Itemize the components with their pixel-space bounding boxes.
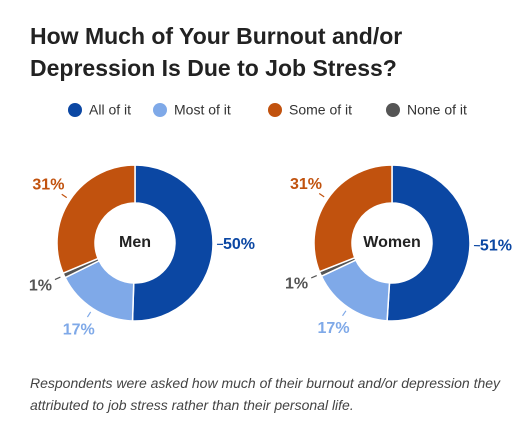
data-label: 17% xyxy=(63,322,95,339)
donut-slice xyxy=(386,164,471,322)
legend-swatch xyxy=(153,103,167,117)
data-label: 50% xyxy=(223,236,255,253)
leader-line xyxy=(86,311,92,318)
donut-slice xyxy=(313,164,393,273)
legend-swatch xyxy=(268,103,282,117)
data-label: 51% xyxy=(480,237,512,254)
donut-slice xyxy=(56,164,136,275)
footnote: Respondents were asked how much of their… xyxy=(30,375,501,413)
data-label: 31% xyxy=(32,177,64,194)
data-label: 31% xyxy=(290,176,322,193)
leader-line xyxy=(318,193,325,198)
legend-label: Some of it xyxy=(289,102,352,118)
data-label: 17% xyxy=(318,320,350,337)
chart-title: How Much of Your Burnout and/or Depressi… xyxy=(30,23,403,81)
data-label: 1% xyxy=(285,276,308,293)
leader-line xyxy=(54,276,61,281)
center-label: Women xyxy=(363,234,420,251)
leader-line xyxy=(61,193,68,199)
legend-label: Most of it xyxy=(174,102,231,118)
center-label: Men xyxy=(119,234,151,251)
leader-line xyxy=(310,275,317,279)
legend-swatch xyxy=(386,103,400,117)
legend-swatch xyxy=(68,103,82,117)
legend-label: None of it xyxy=(407,102,467,118)
data-label: 1% xyxy=(29,277,52,294)
leader-line xyxy=(342,310,347,317)
legend-label: All of it xyxy=(89,102,131,118)
donut-slice xyxy=(131,164,214,322)
